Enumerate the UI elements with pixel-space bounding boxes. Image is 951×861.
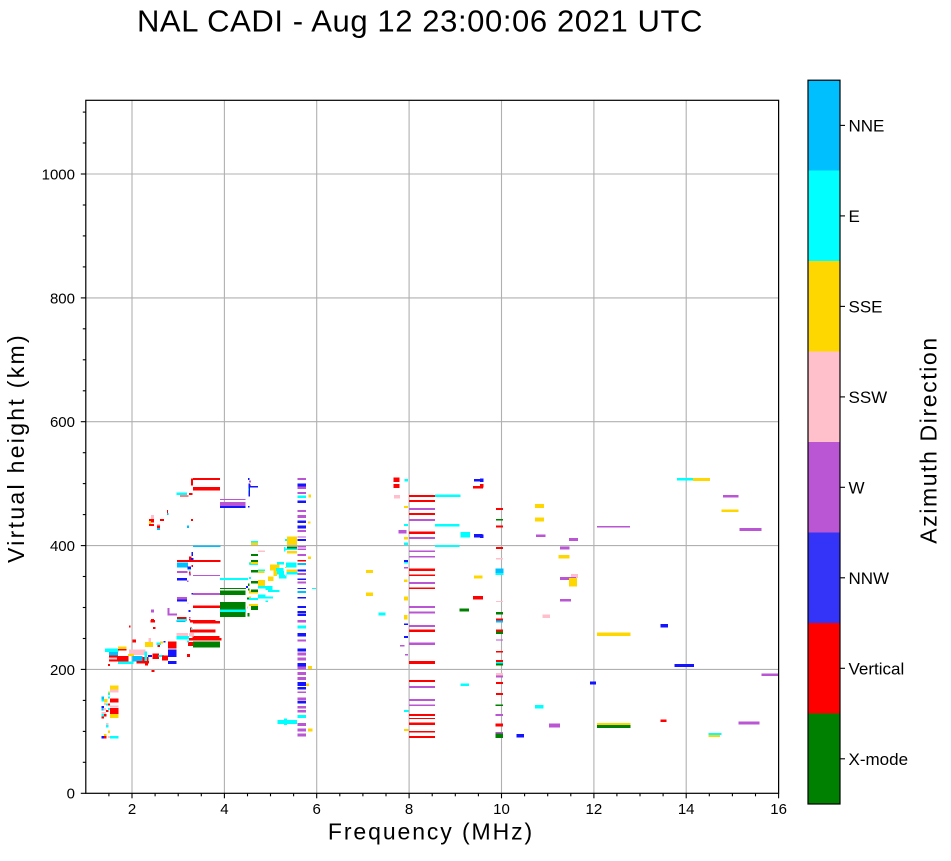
- svg-text:W: W: [849, 478, 865, 497]
- svg-text:Vertical: Vertical: [849, 659, 905, 678]
- svg-text:8: 8: [405, 801, 413, 818]
- svg-text:Azimuth Direction: Azimuth Direction: [916, 336, 942, 543]
- svg-text:NNE: NNE: [849, 116, 885, 135]
- svg-text:800: 800: [50, 290, 75, 307]
- svg-text:SSE: SSE: [849, 297, 883, 316]
- svg-text:0: 0: [67, 786, 75, 803]
- svg-text:SSW: SSW: [849, 388, 888, 407]
- svg-text:2: 2: [128, 801, 136, 818]
- svg-text:10: 10: [493, 801, 510, 818]
- svg-text:600: 600: [50, 414, 75, 431]
- svg-text:400: 400: [50, 538, 75, 555]
- svg-text:NAL CADI - Aug 12 23:00:06 202: NAL CADI - Aug 12 23:00:06 2021 UTC: [137, 4, 703, 39]
- svg-text:NNW: NNW: [849, 569, 890, 588]
- svg-text:E: E: [849, 207, 860, 226]
- svg-text:16: 16: [770, 801, 787, 818]
- svg-text:12: 12: [586, 801, 603, 818]
- svg-text:Virtual height (km): Virtual height (km): [3, 333, 29, 563]
- svg-text:Frequency (MHz): Frequency (MHz): [328, 819, 534, 845]
- svg-text:1000: 1000: [42, 166, 75, 183]
- svg-text:6: 6: [313, 801, 321, 818]
- svg-text:200: 200: [50, 662, 75, 679]
- svg-text:14: 14: [678, 801, 695, 818]
- svg-text:X-mode: X-mode: [849, 750, 909, 769]
- svg-text:4: 4: [220, 801, 228, 818]
